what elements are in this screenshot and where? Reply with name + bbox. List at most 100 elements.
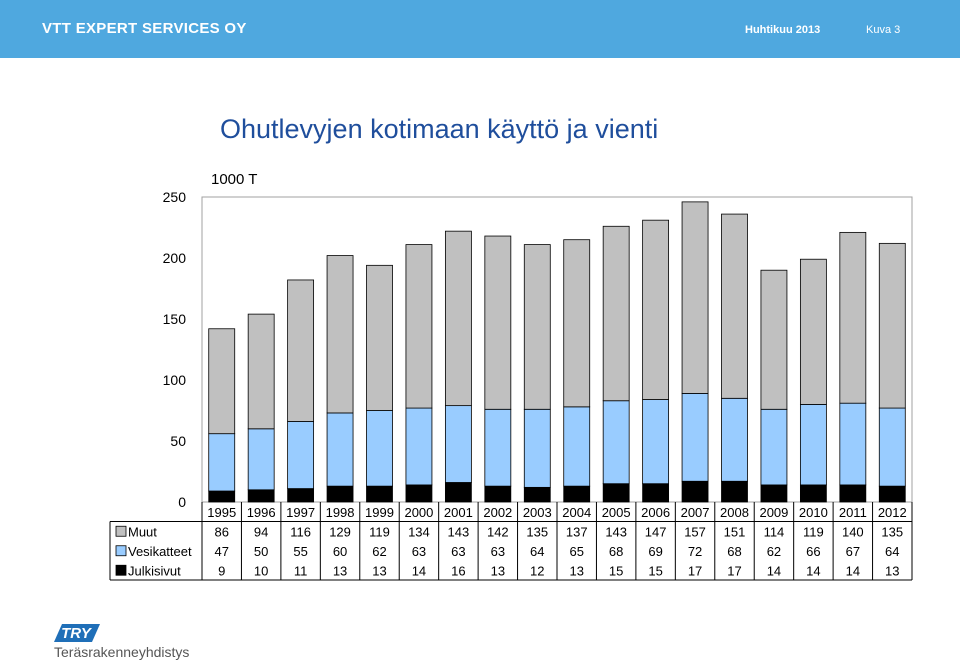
x-tick-label: 1999 [365, 505, 394, 520]
bar-julkisivut [760, 484, 788, 503]
bar-julkisivut [366, 485, 393, 503]
data-label: 134 [408, 524, 430, 539]
data-label: 12 [530, 563, 544, 578]
bar-vesikatteet [681, 393, 709, 482]
data-label: 119 [803, 524, 824, 539]
data-label: 65 [569, 544, 583, 559]
bar-muut [878, 242, 906, 409]
data-label: 13 [569, 563, 583, 578]
data-label: 86 [214, 524, 228, 539]
bar-vesikatteet [247, 428, 275, 491]
bar-vesikatteet [563, 406, 591, 487]
data-label: 62 [767, 544, 781, 559]
data-label: 68 [727, 544, 741, 559]
legend-swatch [115, 564, 127, 576]
bar-julkisivut [523, 486, 551, 503]
bar-vesikatteet [799, 403, 827, 486]
data-label: 10 [254, 563, 268, 578]
data-label: 13 [372, 563, 386, 578]
x-tick-label: 2007 [681, 505, 710, 520]
data-label: 63 [412, 544, 426, 559]
bar-vesikatteet [208, 433, 236, 492]
bar-vesikatteet [760, 408, 788, 486]
bar-muut [760, 269, 788, 410]
data-label: 14 [806, 563, 820, 578]
data-label: 47 [214, 544, 228, 559]
try-logo: TRY [54, 622, 100, 649]
bar-julkisivut [287, 488, 315, 503]
data-label: 11 [294, 563, 308, 578]
bar-julkisivut [405, 484, 433, 503]
x-tick-label: 2011 [839, 505, 867, 520]
data-label: 55 [293, 544, 307, 559]
data-label: 140 [842, 524, 864, 539]
x-tick-label: 1995 [207, 505, 236, 520]
data-label: 67 [846, 544, 860, 559]
bar-muut [602, 225, 630, 402]
bar-julkisivut [326, 485, 354, 503]
data-label: 157 [684, 524, 706, 539]
x-tick-label: 2002 [483, 505, 512, 520]
association-name: Teräsrakenneyhdistys [54, 644, 190, 660]
x-tick-label: 1998 [326, 505, 355, 520]
bar-julkisivut [642, 483, 670, 503]
bar-julkisivut [602, 483, 630, 503]
bar-vesikatteet [839, 402, 867, 486]
bar-vesikatteet [326, 412, 354, 487]
data-label: 94 [254, 524, 268, 539]
legend-swatch [115, 545, 127, 557]
data-label: 135 [881, 524, 903, 539]
bar-vesikatteet [287, 421, 315, 489]
bar-muut [287, 279, 315, 422]
data-label: 143 [448, 524, 470, 539]
bar-vesikatteet [444, 405, 472, 483]
bar-vesikatteet [366, 410, 393, 487]
bar-vesikatteet [484, 408, 512, 487]
data-label: 13 [491, 563, 505, 578]
try-logo-icon: TRY [54, 624, 100, 642]
bar-julkisivut [484, 485, 512, 503]
chart-title: Ohutlevyjen kotimaan käyttö ja vienti [220, 114, 659, 144]
x-tick-label: 1996 [247, 505, 276, 520]
bar-julkisivut [247, 489, 275, 503]
x-tick-label: 2008 [720, 505, 749, 520]
data-label: 68 [609, 544, 623, 559]
x-tick-label: 2003 [523, 505, 552, 520]
y-tick-label: 150 [163, 311, 187, 327]
bar-julkisivut [444, 482, 472, 503]
slide-number: Kuva 3 [866, 24, 901, 36]
x-tick-label: 2010 [799, 505, 828, 520]
data-label: 135 [526, 524, 548, 539]
bar-vesikatteet [642, 399, 670, 485]
bar-muut [208, 328, 236, 435]
bar-muut [247, 313, 275, 430]
data-label: 64 [885, 544, 899, 559]
bar-muut [799, 258, 827, 405]
data-label: 60 [333, 544, 347, 559]
bar-julkisivut [721, 480, 748, 503]
data-label: 63 [491, 544, 505, 559]
bar-vesikatteet [602, 400, 630, 485]
bar-julkisivut [563, 485, 591, 503]
bar-muut [523, 244, 551, 410]
bar-muut [721, 213, 748, 399]
y-tick-label: 250 [163, 189, 187, 205]
data-label: 13 [333, 563, 347, 578]
bar-muut [563, 239, 591, 408]
y-tick-label: 0 [178, 494, 186, 510]
bar-julkisivut [839, 484, 867, 503]
x-tick-label: 1997 [286, 505, 315, 520]
data-label: 129 [329, 524, 351, 539]
bar-muut [642, 219, 670, 400]
bar-muut [405, 244, 433, 409]
data-label: 64 [530, 544, 544, 559]
bar-julkisivut [799, 484, 827, 503]
bar-vesikatteet [721, 397, 748, 482]
data-label: 9 [218, 563, 225, 578]
data-label: 72 [688, 544, 702, 559]
data-label: 114 [764, 524, 785, 539]
x-tick-label: 2006 [641, 505, 670, 520]
logo-text: TRY [61, 625, 93, 642]
bar-vesikatteet [878, 407, 906, 487]
data-label: 17 [688, 563, 702, 578]
